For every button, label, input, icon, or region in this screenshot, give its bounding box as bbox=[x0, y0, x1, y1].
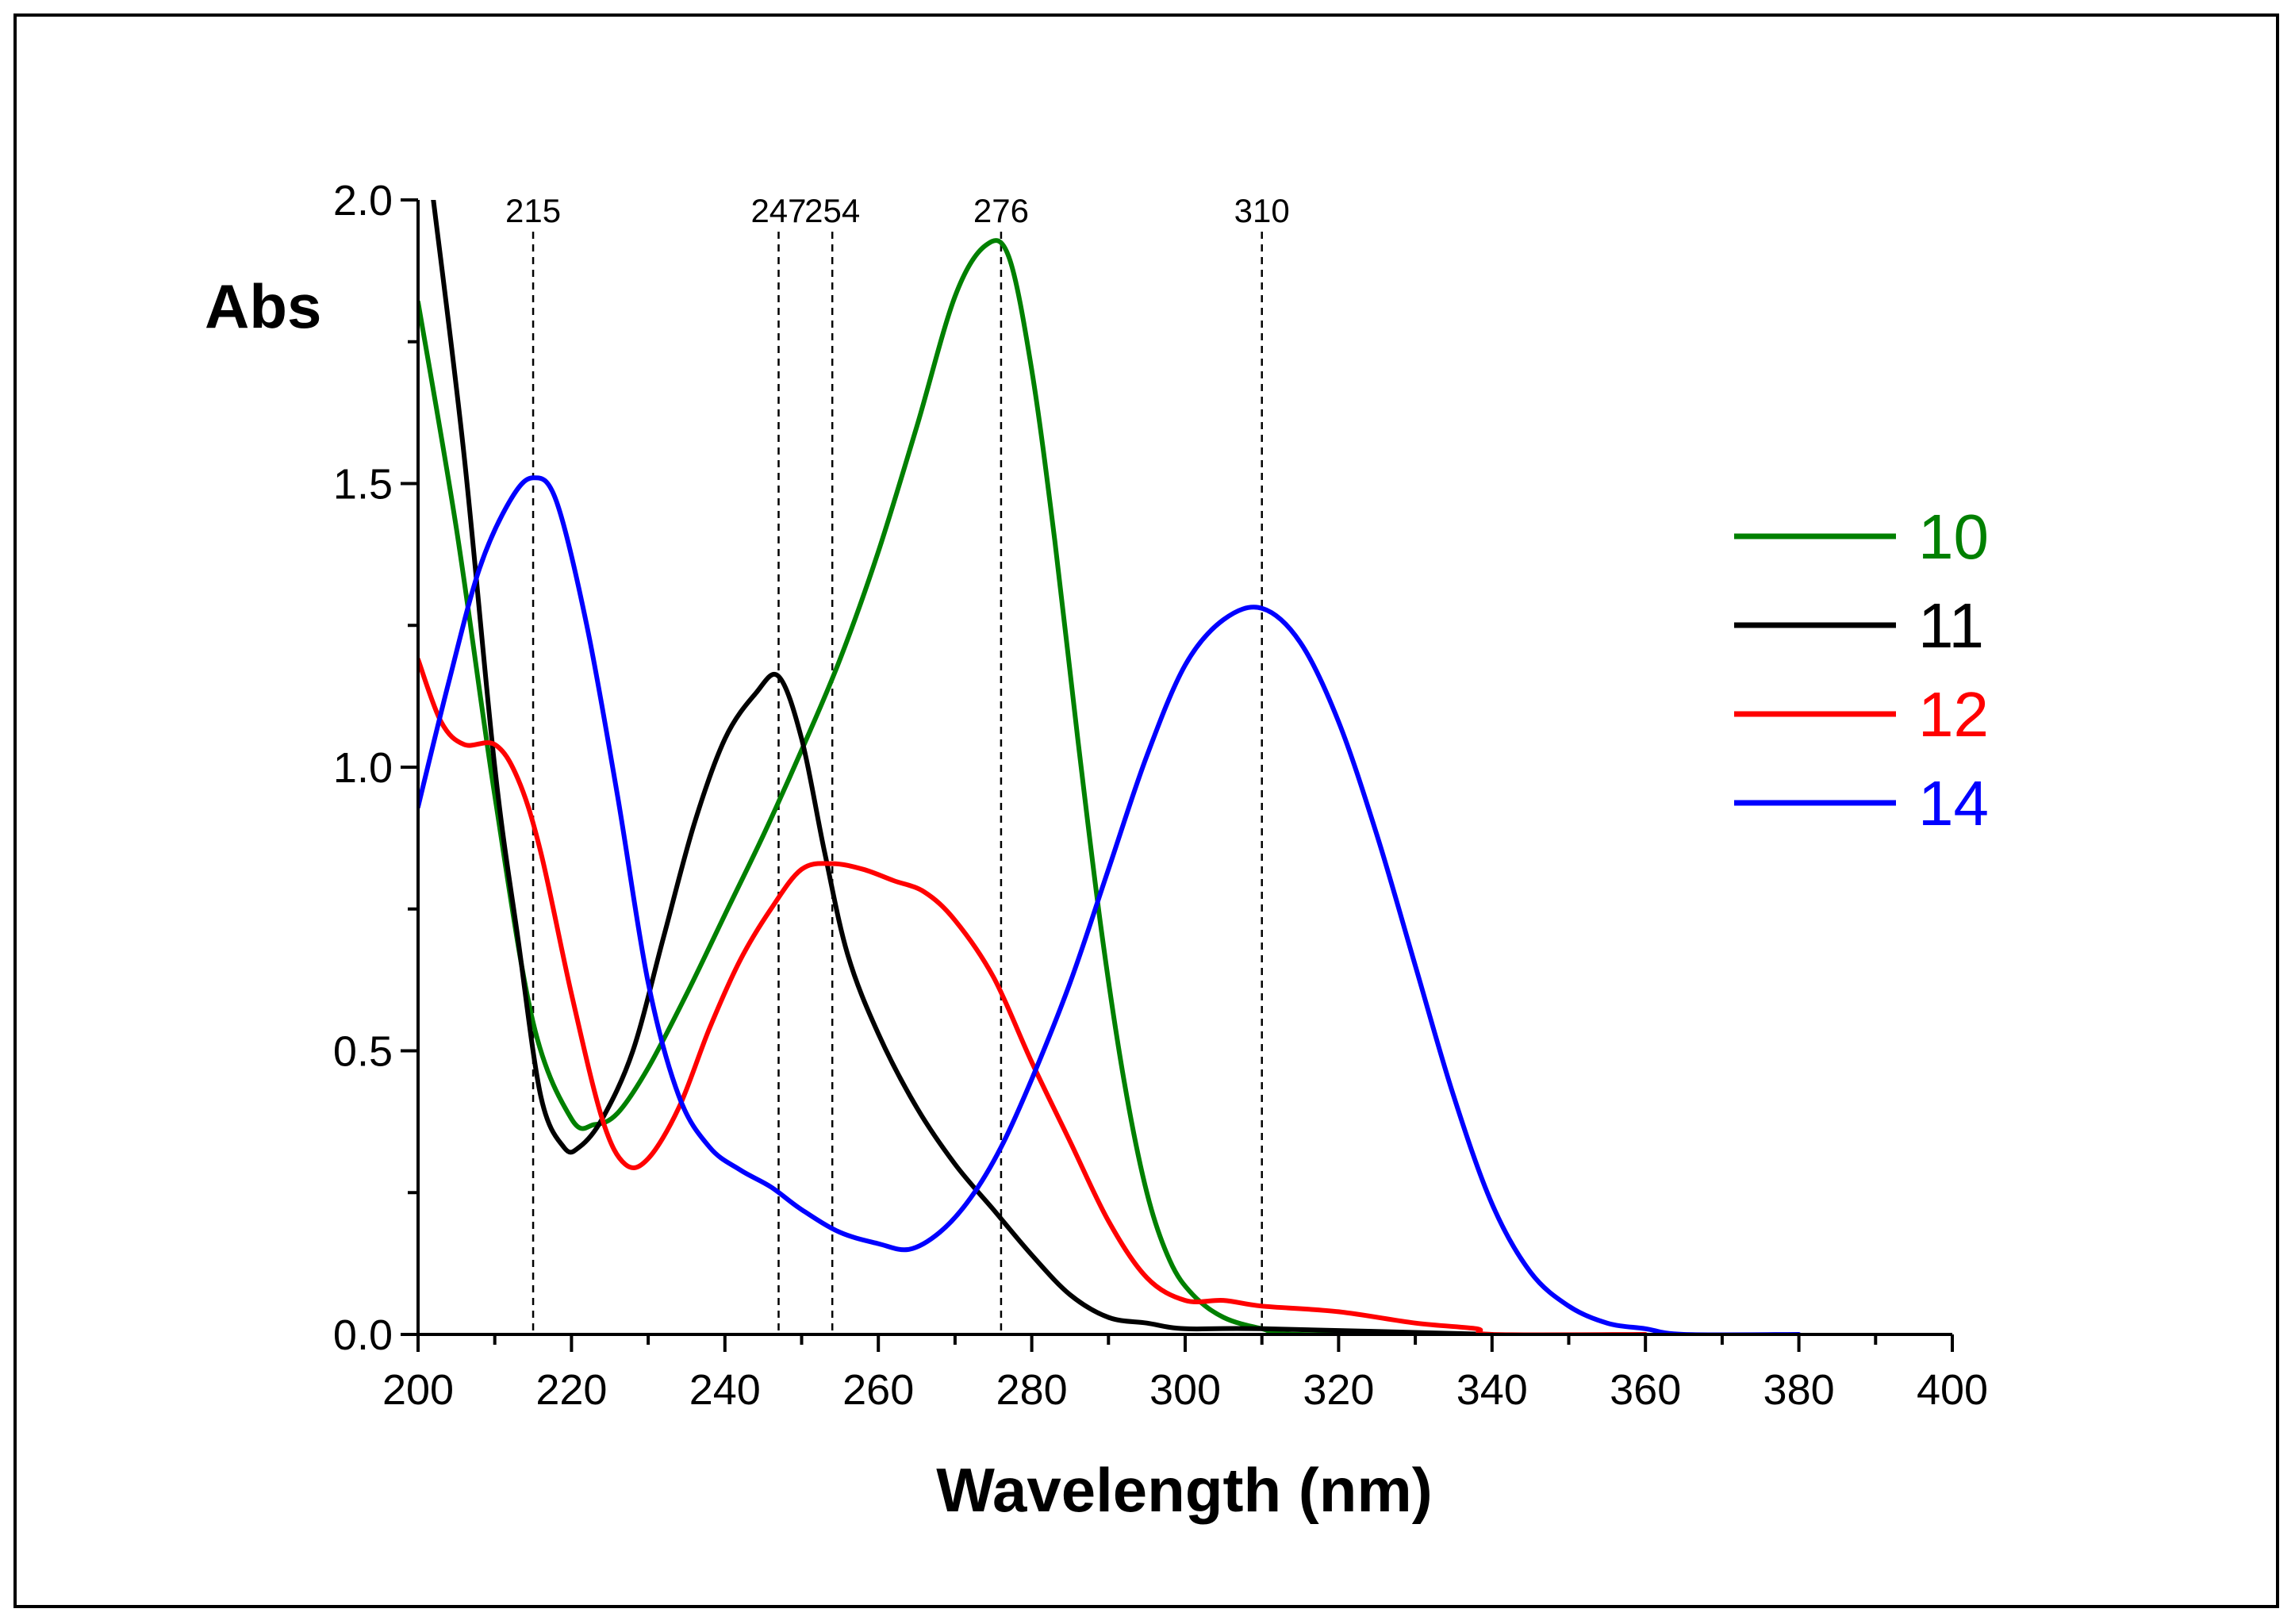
legend-label-14: 14 bbox=[1918, 768, 1989, 839]
tick-marks bbox=[401, 198, 1954, 1352]
y-tick-label: 0.0 bbox=[333, 1311, 393, 1359]
y-tick-label: 1.0 bbox=[333, 744, 393, 792]
x-tick-label: 380 bbox=[1763, 1366, 1835, 1414]
x-tick-label: 300 bbox=[1149, 1366, 1221, 1414]
x-tick-label: 260 bbox=[842, 1366, 914, 1414]
series-line-10 bbox=[418, 238, 1495, 1334]
legend-label-10: 10 bbox=[1918, 501, 1989, 572]
series-line-12 bbox=[418, 657, 1648, 1334]
x-tick-label: 340 bbox=[1456, 1366, 1528, 1414]
y-tick-label: 1.5 bbox=[333, 461, 393, 509]
peak-marker-label: 215 bbox=[505, 192, 561, 229]
x-tick-label: 400 bbox=[1917, 1366, 1988, 1414]
series-lines bbox=[418, 200, 1802, 1334]
peak-marker-label: 310 bbox=[1234, 192, 1290, 229]
legend: 10 11 12 14 bbox=[1734, 501, 1989, 839]
peak-marker-label: 276 bbox=[973, 192, 1029, 229]
legend-label-12: 12 bbox=[1918, 679, 1989, 750]
x-tick-label: 320 bbox=[1303, 1366, 1374, 1414]
x-tick-label: 240 bbox=[689, 1366, 761, 1414]
x-tick-label: 220 bbox=[535, 1366, 607, 1414]
peak-marker-label: 254 bbox=[804, 192, 860, 229]
peak-marker-label: 247 bbox=[750, 192, 806, 229]
x-tick-label: 200 bbox=[382, 1366, 454, 1414]
y-axis-title: Abs bbox=[205, 271, 321, 341]
x-tick-label: 360 bbox=[1610, 1366, 1681, 1414]
series-line-14 bbox=[418, 475, 1802, 1334]
x-tick-label: 280 bbox=[996, 1366, 1068, 1414]
y-tick-label: 0.5 bbox=[333, 1028, 393, 1076]
y-tick-label: 2.0 bbox=[333, 177, 393, 225]
tick-labels: 200 220 240 260 280 300 320 340 360 380 400 0.0 0.5 1… bbox=[333, 177, 1988, 1414]
outer-frame bbox=[13, 13, 2279, 1608]
x-axis-title: Wavelength (nm) bbox=[936, 1455, 1432, 1525]
series-line-11 bbox=[431, 200, 1495, 1334]
legend-label-11: 11 bbox=[1918, 590, 1984, 661]
